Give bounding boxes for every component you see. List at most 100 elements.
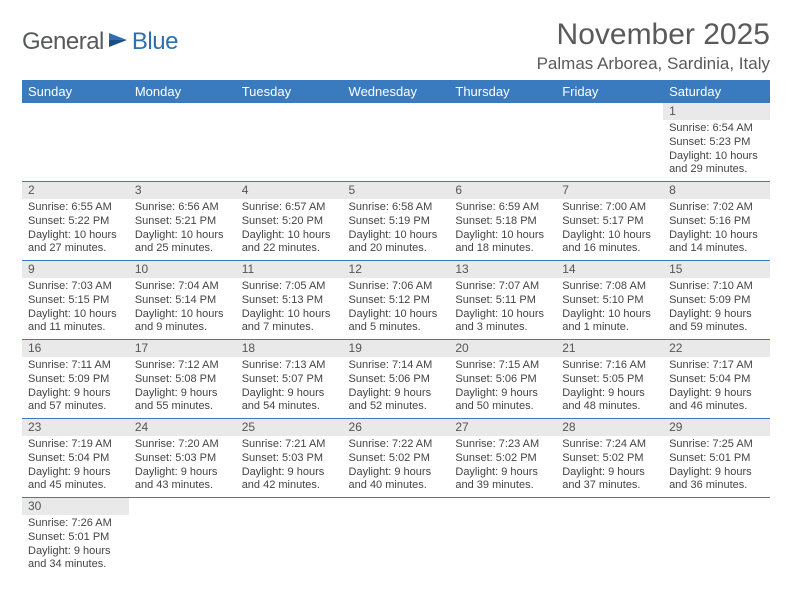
sunrise-text: Sunrise: 7:05 AM — [242, 280, 337, 294]
sunset-text: Sunset: 5:15 PM — [28, 294, 123, 308]
sunrise-text: Sunrise: 7:00 AM — [562, 201, 657, 215]
sunset-text: Sunset: 5:14 PM — [135, 294, 230, 308]
sunset-text: Sunset: 5:18 PM — [455, 215, 550, 229]
sunset-text: Sunset: 5:03 PM — [135, 452, 230, 466]
day-number: 1 — [663, 103, 770, 120]
sunrise-text: Sunrise: 6:56 AM — [135, 201, 230, 215]
daylight-text: Daylight: 9 hours and 46 minutes. — [669, 387, 764, 415]
calendar-day-cell: 21Sunrise: 7:16 AMSunset: 5:05 PMDayligh… — [556, 340, 663, 419]
daylight-text: Daylight: 10 hours and 22 minutes. — [242, 229, 337, 257]
weekday-header: Friday — [556, 80, 663, 103]
sunset-text: Sunset: 5:16 PM — [669, 215, 764, 229]
day-details: Sunrise: 7:08 AMSunset: 5:10 PMDaylight:… — [556, 278, 663, 339]
calendar-day-cell — [129, 498, 236, 577]
day-details: Sunrise: 6:59 AMSunset: 5:18 PMDaylight:… — [449, 199, 556, 260]
daylight-text: Daylight: 10 hours and 16 minutes. — [562, 229, 657, 257]
calendar-day-cell: 3Sunrise: 6:56 AMSunset: 5:21 PMDaylight… — [129, 182, 236, 261]
day-number: 19 — [343, 340, 450, 357]
sunrise-text: Sunrise: 7:14 AM — [349, 359, 444, 373]
logo: General Blue — [22, 18, 178, 56]
logo-text-2: Blue — [132, 28, 178, 56]
day-number: 16 — [22, 340, 129, 357]
day-number: 21 — [556, 340, 663, 357]
sunrise-text: Sunrise: 7:26 AM — [28, 517, 123, 531]
calendar-day-cell: 6Sunrise: 6:59 AMSunset: 5:18 PMDaylight… — [449, 182, 556, 261]
sunset-text: Sunset: 5:10 PM — [562, 294, 657, 308]
weekday-header: Sunday — [22, 80, 129, 103]
daylight-text: Daylight: 10 hours and 7 minutes. — [242, 308, 337, 336]
day-details: Sunrise: 7:04 AMSunset: 5:14 PMDaylight:… — [129, 278, 236, 339]
sunset-text: Sunset: 5:02 PM — [349, 452, 444, 466]
calendar-day-cell: 2Sunrise: 6:55 AMSunset: 5:22 PMDaylight… — [22, 182, 129, 261]
flag-icon — [107, 31, 129, 54]
calendar-day-cell — [449, 498, 556, 577]
calendar-week-row: 30Sunrise: 7:26 AMSunset: 5:01 PMDayligh… — [22, 498, 770, 577]
calendar-day-cell — [449, 103, 556, 182]
daylight-text: Daylight: 9 hours and 52 minutes. — [349, 387, 444, 415]
day-details: Sunrise: 7:07 AMSunset: 5:11 PMDaylight:… — [449, 278, 556, 339]
day-number: 26 — [343, 419, 450, 436]
day-number: 30 — [22, 498, 129, 515]
day-number: 23 — [22, 419, 129, 436]
day-details: Sunrise: 7:13 AMSunset: 5:07 PMDaylight:… — [236, 357, 343, 418]
calendar-day-cell: 16Sunrise: 7:11 AMSunset: 5:09 PMDayligh… — [22, 340, 129, 419]
daylight-text: Daylight: 10 hours and 14 minutes. — [669, 229, 764, 257]
sunset-text: Sunset: 5:09 PM — [669, 294, 764, 308]
day-number: 15 — [663, 261, 770, 278]
calendar-week-row: 2Sunrise: 6:55 AMSunset: 5:22 PMDaylight… — [22, 182, 770, 261]
sunrise-text: Sunrise: 7:15 AM — [455, 359, 550, 373]
day-details: Sunrise: 7:20 AMSunset: 5:03 PMDaylight:… — [129, 436, 236, 497]
calendar-week-row: 1Sunrise: 6:54 AMSunset: 5:23 PMDaylight… — [22, 103, 770, 182]
calendar-day-cell: 14Sunrise: 7:08 AMSunset: 5:10 PMDayligh… — [556, 261, 663, 340]
day-number: 25 — [236, 419, 343, 436]
calendar-day-cell: 4Sunrise: 6:57 AMSunset: 5:20 PMDaylight… — [236, 182, 343, 261]
calendar-day-cell: 1Sunrise: 6:54 AMSunset: 5:23 PMDaylight… — [663, 103, 770, 182]
sunset-text: Sunset: 5:03 PM — [242, 452, 337, 466]
daylight-text: Daylight: 10 hours and 27 minutes. — [28, 229, 123, 257]
sunrise-text: Sunrise: 7:24 AM — [562, 438, 657, 452]
day-details: Sunrise: 6:56 AMSunset: 5:21 PMDaylight:… — [129, 199, 236, 260]
sunset-text: Sunset: 5:09 PM — [28, 373, 123, 387]
daylight-text: Daylight: 10 hours and 18 minutes. — [455, 229, 550, 257]
calendar-day-cell: 29Sunrise: 7:25 AMSunset: 5:01 PMDayligh… — [663, 419, 770, 498]
sunrise-text: Sunrise: 7:10 AM — [669, 280, 764, 294]
day-details: Sunrise: 7:11 AMSunset: 5:09 PMDaylight:… — [22, 357, 129, 418]
calendar-day-cell: 5Sunrise: 6:58 AMSunset: 5:19 PMDaylight… — [343, 182, 450, 261]
sunrise-text: Sunrise: 6:54 AM — [669, 122, 764, 136]
calendar-day-cell: 28Sunrise: 7:24 AMSunset: 5:02 PMDayligh… — [556, 419, 663, 498]
day-details: Sunrise: 7:19 AMSunset: 5:04 PMDaylight:… — [22, 436, 129, 497]
sunrise-text: Sunrise: 7:03 AM — [28, 280, 123, 294]
calendar-table: Sunday Monday Tuesday Wednesday Thursday… — [22, 80, 770, 576]
weekday-header-row: Sunday Monday Tuesday Wednesday Thursday… — [22, 80, 770, 103]
calendar-day-cell — [663, 498, 770, 577]
calendar-week-row: 16Sunrise: 7:11 AMSunset: 5:09 PMDayligh… — [22, 340, 770, 419]
daylight-text: Daylight: 10 hours and 3 minutes. — [455, 308, 550, 336]
sunrise-text: Sunrise: 7:02 AM — [669, 201, 764, 215]
day-number: 2 — [22, 182, 129, 199]
day-details: Sunrise: 7:16 AMSunset: 5:05 PMDaylight:… — [556, 357, 663, 418]
calendar-day-cell: 26Sunrise: 7:22 AMSunset: 5:02 PMDayligh… — [343, 419, 450, 498]
day-details: Sunrise: 6:54 AMSunset: 5:23 PMDaylight:… — [663, 120, 770, 181]
daylight-text: Daylight: 9 hours and 40 minutes. — [349, 466, 444, 494]
sunset-text: Sunset: 5:17 PM — [562, 215, 657, 229]
calendar-day-cell: 7Sunrise: 7:00 AMSunset: 5:17 PMDaylight… — [556, 182, 663, 261]
calendar-day-cell: 18Sunrise: 7:13 AMSunset: 5:07 PMDayligh… — [236, 340, 343, 419]
sunrise-text: Sunrise: 7:20 AM — [135, 438, 230, 452]
daylight-text: Daylight: 9 hours and 59 minutes. — [669, 308, 764, 336]
calendar-day-cell: 17Sunrise: 7:12 AMSunset: 5:08 PMDayligh… — [129, 340, 236, 419]
logo-text-1: General — [22, 28, 104, 56]
daylight-text: Daylight: 10 hours and 5 minutes. — [349, 308, 444, 336]
sunrise-text: Sunrise: 7:04 AM — [135, 280, 230, 294]
sunrise-text: Sunrise: 7:17 AM — [669, 359, 764, 373]
day-details: Sunrise: 7:03 AMSunset: 5:15 PMDaylight:… — [22, 278, 129, 339]
calendar-day-cell: 20Sunrise: 7:15 AMSunset: 5:06 PMDayligh… — [449, 340, 556, 419]
calendar-day-cell — [556, 103, 663, 182]
sunset-text: Sunset: 5:02 PM — [562, 452, 657, 466]
sunrise-text: Sunrise: 6:59 AM — [455, 201, 550, 215]
sunrise-text: Sunrise: 7:07 AM — [455, 280, 550, 294]
day-details: Sunrise: 7:02 AMSunset: 5:16 PMDaylight:… — [663, 199, 770, 260]
calendar-day-cell — [236, 103, 343, 182]
day-details: Sunrise: 7:06 AMSunset: 5:12 PMDaylight:… — [343, 278, 450, 339]
day-details: Sunrise: 7:00 AMSunset: 5:17 PMDaylight:… — [556, 199, 663, 260]
sunrise-text: Sunrise: 7:08 AM — [562, 280, 657, 294]
